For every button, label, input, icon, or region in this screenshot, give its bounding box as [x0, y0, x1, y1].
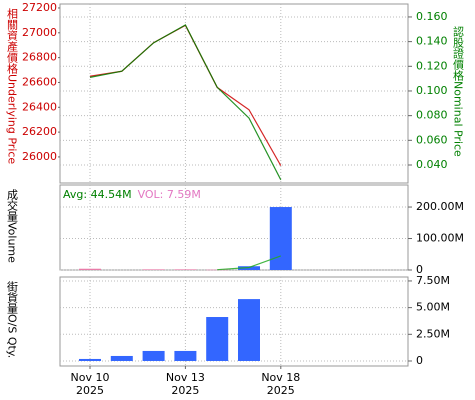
y2-tick-label: 0.060 [416, 133, 448, 146]
bar [238, 299, 260, 361]
y2-tick-label: 0.100 [416, 84, 448, 97]
x-tick-label-year: 2025 [76, 384, 104, 397]
y2-axis-title: 認股證價格Nominal Price [452, 25, 465, 157]
y-tick-label: 0 [416, 354, 423, 367]
y-tick-label: 26600 [22, 75, 57, 88]
x-tick-label: Nov 13 [166, 371, 205, 384]
y-tick-label: 200.00M [416, 200, 464, 213]
bar [142, 269, 165, 270]
line [217, 255, 282, 271]
y-tick-label: 27000 [22, 26, 57, 39]
y-axis-title: 街貨量O/S Qty. [6, 280, 19, 359]
bar [110, 355, 133, 361]
bar [174, 350, 197, 361]
y-tick-label: 100.00M [416, 232, 464, 245]
y-tick-label: 7.50M [416, 274, 450, 287]
x-tick-label-year: 2025 [171, 384, 199, 397]
y-tick-label: 26200 [22, 125, 57, 138]
panel-frame [59, 3, 409, 184]
bar [206, 269, 229, 271]
y2-tick-label: 0.120 [416, 59, 448, 72]
legend-text: Avg: 44.54M [63, 188, 132, 201]
x-tick-label: Nov 10 [71, 371, 110, 384]
y-axis-title: 成交量Volume [6, 189, 19, 263]
y-tick-label: 26000 [22, 150, 57, 163]
bar [79, 358, 101, 361]
line [89, 24, 282, 181]
bar [206, 317, 229, 361]
y-tick-label: 2.50M [416, 327, 450, 340]
bar [269, 207, 292, 270]
bar [142, 350, 165, 361]
y-axis-title: 相關資產價格Underlying Price [6, 8, 19, 165]
y2-tick-label: 0.040 [416, 158, 448, 171]
bar [238, 266, 260, 270]
bar [174, 269, 197, 270]
legend-text: VOL: 7.59M [138, 188, 201, 201]
x-tick-label: Nov 18 [261, 371, 300, 384]
y-tick-label: 26800 [22, 51, 57, 64]
panel-frame [59, 276, 409, 367]
y2-tick-label: 0.080 [416, 109, 448, 122]
y-tick-label: 27200 [22, 1, 57, 14]
y-tick-label: 0 [416, 263, 423, 276]
y-tick-label: 5.00M [416, 301, 450, 314]
y-tick-label: 26400 [22, 100, 57, 113]
bar [79, 268, 101, 270]
x-tick-label-year: 2025 [267, 384, 295, 397]
y2-tick-label: 0.160 [416, 10, 448, 23]
y2-tick-label: 0.140 [416, 35, 448, 48]
